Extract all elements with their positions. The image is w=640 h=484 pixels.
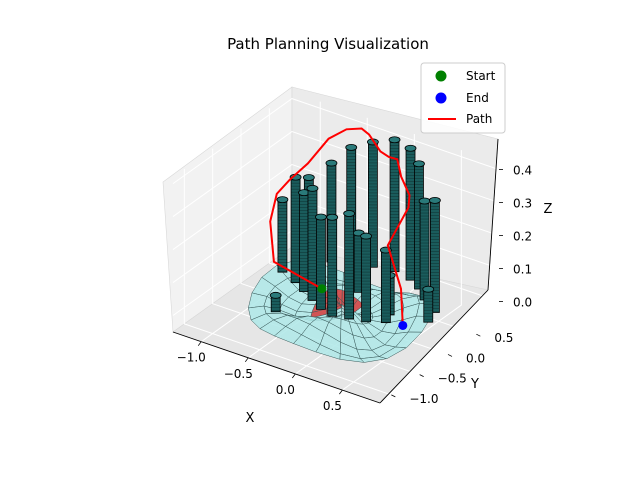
y-tick-labels: −1.0−0.5 0.0 0.5: [391, 331, 513, 406]
obstacle-column: [276, 196, 289, 273]
obstacle-cap: [315, 213, 327, 221]
z-tick-label: 0.2: [513, 230, 532, 244]
obstacle-body: [423, 288, 434, 323]
legend-path-label: Path: [466, 112, 492, 126]
axis-lines: [172, 138, 499, 404]
y-tick-label: 0.5: [494, 331, 513, 345]
y-tick-mark: [447, 354, 453, 357]
y-axis-line: [379, 289, 489, 404]
end-marker: [398, 320, 408, 330]
obstacle-cap: [388, 136, 401, 144]
obstacle-column: [269, 291, 282, 313]
obstacle-cap: [276, 196, 289, 204]
start-marker: [317, 284, 327, 294]
x-axis-line: [172, 331, 381, 404]
obstacle-cap: [326, 213, 339, 221]
obstacle-cap: [360, 232, 372, 240]
path-line: [269, 127, 411, 326]
y-tick-mark: [419, 374, 424, 378]
obstacle-cap: [345, 143, 358, 151]
y-tick-mark: [391, 394, 396, 398]
obstacle-cap: [429, 196, 441, 204]
x-tick-labels: −1.0 −0.5 0.0 0.5: [177, 341, 343, 413]
z-axis-line: [487, 138, 499, 291]
obstacle-body: [344, 213, 355, 320]
obstacle-body: [380, 249, 391, 324]
z-tick-label: 0.3: [513, 197, 532, 211]
obstacle-cap: [422, 285, 435, 293]
y-axis-label: Y: [470, 377, 479, 392]
obstacle-column: [379, 246, 392, 324]
x-tick-label: 0.5: [323, 399, 342, 413]
y-tick-label: 0.0: [466, 351, 485, 365]
y-tick-label: −1.0: [409, 392, 438, 406]
x-tick-mark: [291, 373, 296, 379]
obstacle-column: [326, 213, 339, 317]
x-axis-label: X: [246, 411, 255, 426]
obstacle-cap: [306, 184, 319, 192]
z-axis-label: Z: [544, 202, 553, 217]
legend: Start End Path: [420, 62, 506, 134]
obstacle-cap: [404, 144, 417, 152]
x-tick-mark: [197, 341, 202, 346]
grid-line-z: [172, 98, 500, 185]
z-tick-label: 0.1: [513, 263, 532, 277]
obstacle-body: [316, 216, 326, 310]
grid-line-y: [183, 168, 392, 396]
obstacle-column: [315, 213, 327, 310]
obstacle-cap: [413, 160, 425, 168]
obstacle-cap: [343, 210, 356, 217]
obstacle-column: [413, 160, 425, 290]
x-tick-label: −0.5: [224, 367, 253, 381]
obstacle-column: [429, 196, 441, 313]
legend-end-label: End: [466, 91, 489, 105]
obstacle-column: [418, 197, 431, 301]
obstacle-column: [422, 285, 435, 323]
legend-end-marker: [435, 92, 447, 104]
obstacle-cap: [325, 159, 338, 167]
grid-line-z: [172, 131, 500, 217]
x-tick-label: −1.0: [177, 351, 206, 365]
obstacles: [269, 136, 441, 324]
y-tick-label: −0.5: [438, 372, 467, 386]
obstacle-column: [388, 136, 401, 273]
obstacle-cap: [269, 291, 282, 299]
terrain-cell: [395, 331, 423, 348]
obstacle-cap: [302, 174, 315, 181]
legend-start-label: Start: [466, 69, 496, 83]
obstacle-column: [343, 210, 356, 320]
z-tick-label: 0.0: [513, 296, 532, 310]
x-tick-mark: [244, 357, 249, 363]
y-tick-mark: [476, 333, 481, 337]
x-tick-label: 0.0: [276, 383, 295, 397]
z-tick-label: 0.4: [513, 164, 532, 178]
obstacle-body: [361, 235, 371, 323]
obstacle-column: [360, 232, 372, 323]
chart-title: Path Planning Visualization: [227, 35, 429, 53]
grid-line-z: [172, 163, 500, 250]
x-tick-mark: [339, 389, 343, 395]
obstacle-cap: [418, 197, 431, 205]
obstacle-body: [277, 199, 288, 273]
legend-start-marker: [435, 70, 447, 82]
z-tick-labels: 0.0 0.1 0.2 0.3 0.4: [499, 164, 532, 310]
